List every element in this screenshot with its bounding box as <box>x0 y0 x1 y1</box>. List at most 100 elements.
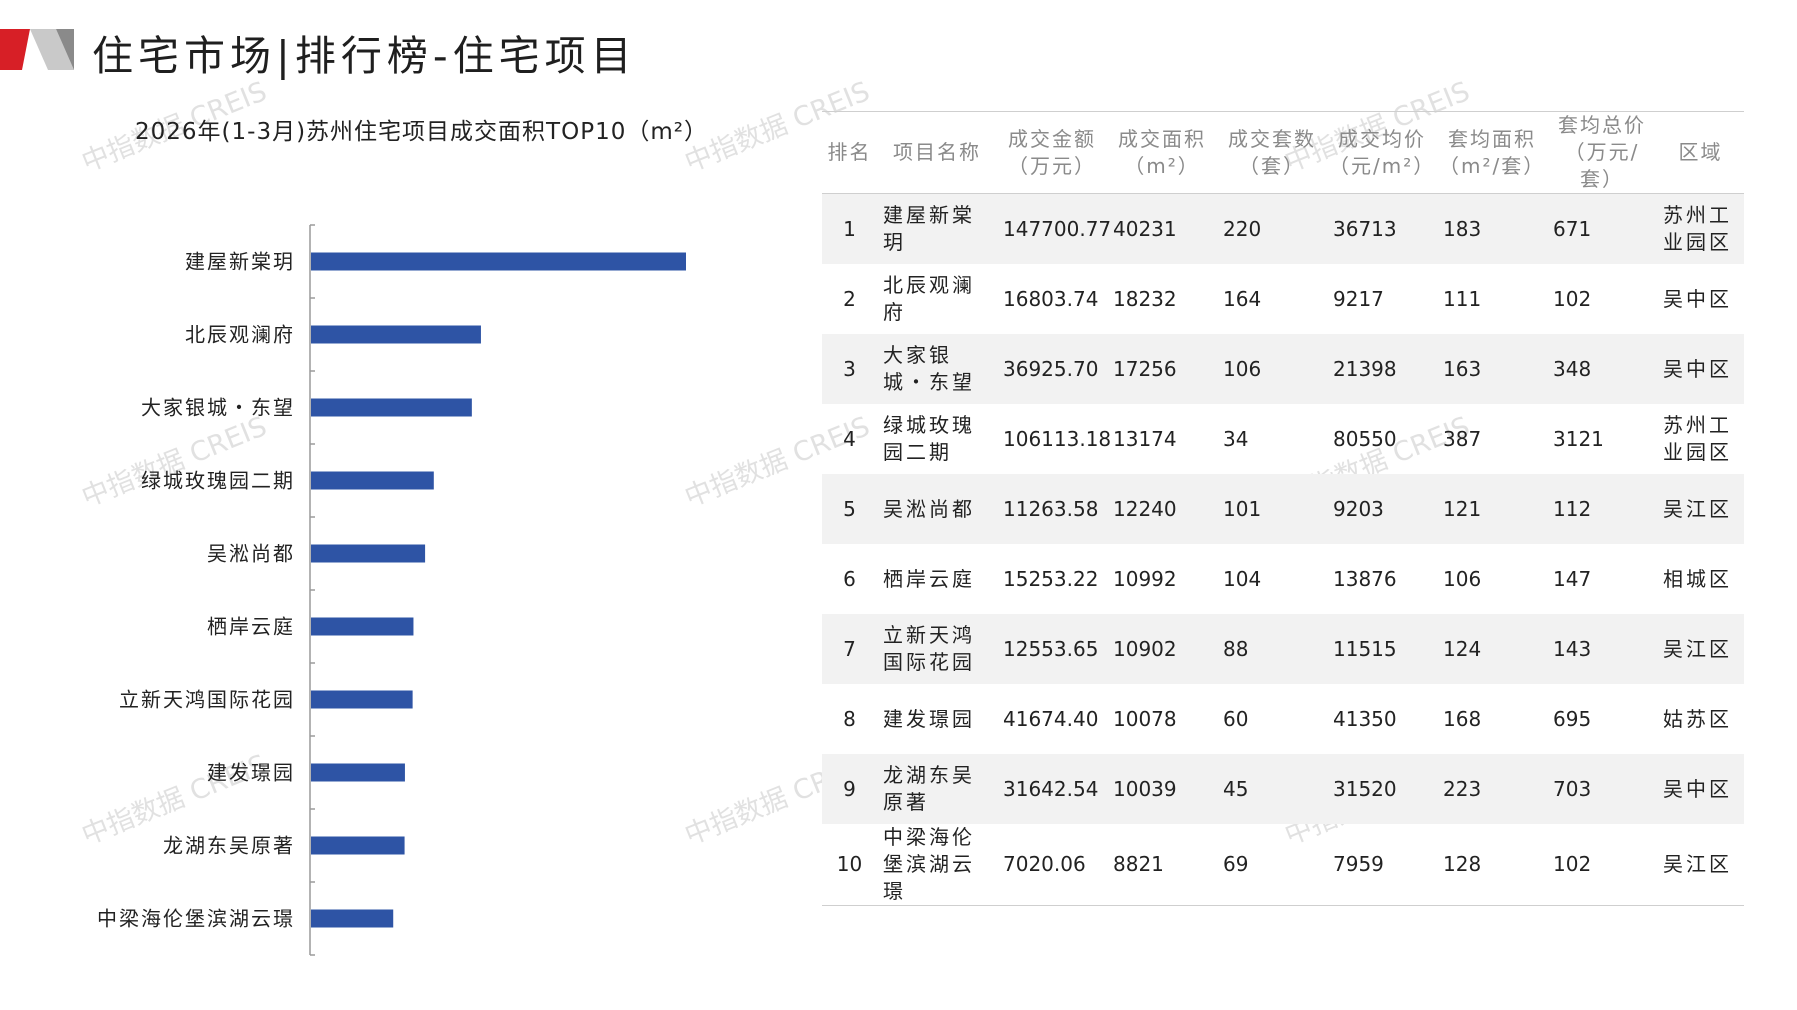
column-header: 成交均价 （元/m²） <box>1327 111 1437 194</box>
table-cell: 102 <box>1547 824 1657 906</box>
table-cell: 220 <box>1217 193 1327 264</box>
table-row: 2 北辰观澜府 16803.74 18232 164 9217 111 102 吴中区 <box>822 264 1744 334</box>
column-header-line: （m²/套） <box>1439 153 1546 178</box>
table-cell: 栖岸云庭 <box>883 566 975 591</box>
table-row: 5 吴淞尚都 11263.58 12240 101 9203 121 112 吴江区 <box>822 474 1744 544</box>
table-cell: 11515 <box>1327 614 1437 684</box>
table-cell: 9203 <box>1327 474 1437 544</box>
column-header-line: 成交均价 <box>1338 126 1426 151</box>
category-label: 绿城玫瑰园二期 <box>141 469 295 493</box>
bar <box>311 617 414 636</box>
table-cell: 7959 <box>1327 824 1437 906</box>
table-cell: 1 <box>822 193 877 264</box>
table-cell: 112 <box>1547 474 1657 544</box>
table-cell: 苏州工业园区 <box>1657 193 1744 264</box>
table-cell: 吴江区 <box>1657 824 1744 906</box>
table-cell: 13174 <box>1113 426 1177 451</box>
bar <box>311 398 472 417</box>
table-cell: 106113.18 <box>1003 426 1112 451</box>
category-label: 大家银城・东望 <box>141 396 295 420</box>
table-cell: 45 <box>1217 754 1327 824</box>
column-header: 成交套数 （套） <box>1217 111 1327 194</box>
table-cell: 中梁海伦堡滨湖云璟 <box>877 824 997 906</box>
table-cell: 8821 <box>1107 824 1217 906</box>
table-cell: 21398 <box>1327 334 1437 404</box>
table-cell: 13876 <box>1333 566 1397 591</box>
chart-title: 2026年(1-3月)苏州住宅项目成交面积TOP10（m²） <box>135 119 708 145</box>
table-cell: 7020.06 <box>997 824 1107 906</box>
table-cell: 吴淞尚都 <box>877 474 997 544</box>
table-cell: 34 <box>1223 426 1249 451</box>
table-cell: 695 <box>1553 706 1592 731</box>
table-cell: 101 <box>1217 474 1327 544</box>
category-label: 立新天鸿国际花园 <box>119 688 295 712</box>
table-row: 10 中梁海伦堡滨湖云璟 7020.06 8821 69 7959 128 102 吴江区 <box>822 824 1744 906</box>
category-label: 栖岸云庭 <box>207 615 295 639</box>
table-cell: 8 <box>843 706 856 731</box>
table-cell: 10992 <box>1113 566 1177 591</box>
table-cell: 绿城玫瑰园二期 <box>883 413 975 464</box>
table-row: 8 建发璟园 41674.40 10078 60 41350 168 695 姑苏区 <box>822 684 1744 754</box>
table-cell: 相城区 <box>1663 566 1732 591</box>
column-header-line: 套均总价 <box>1558 113 1646 137</box>
table-cell: 4 <box>843 426 856 451</box>
table-cell: 建发璟园 <box>883 706 975 731</box>
table-cell: 31520 <box>1327 754 1437 824</box>
table-cell: 10039 <box>1107 754 1217 824</box>
table-cell: 36713 <box>1327 193 1437 264</box>
table-row: 7 立新天鸿国际花园 12553.65 10902 88 11515 124 143 吴江区 <box>822 614 1744 684</box>
column-header-line: 套均面积 <box>1448 126 1536 151</box>
table-cell: 41350 <box>1333 706 1397 731</box>
column-header-line: 成交套数 <box>1228 126 1316 151</box>
table-cell: 10902 <box>1107 614 1217 684</box>
bar <box>311 252 686 271</box>
bar <box>311 690 413 709</box>
category-label: 建发璟园 <box>207 761 295 785</box>
table-cell: 223 <box>1437 754 1547 824</box>
table-cell: 苏州工业园区 <box>1663 413 1732 464</box>
table-cell: 16803.74 <box>1003 286 1099 311</box>
column-header: 套均总价 （万元/套） <box>1547 111 1657 194</box>
table-cell: 10 <box>822 824 877 906</box>
table-header-row: 排名 项目名称 成交金额 （万元） 成交面积 （m²） 成交套数 （套） 成交均价 （元/m²）套… <box>822 111 1744 194</box>
column-header-line: 成交金额 <box>1008 126 1096 151</box>
table-cell: 31642.54 <box>997 754 1107 824</box>
column-header: 成交面积 （m²） <box>1107 111 1217 194</box>
ranking-table: 排名 项目名称 成交金额 （万元） 成交面积 （m²） 成交套数 （套） 成交均价 （元/m²）套… <box>822 111 1744 906</box>
column-header-line: 项目名称 <box>893 140 981 164</box>
table-cell: 18232 <box>1113 286 1177 311</box>
table-row: 4 绿城玫瑰园二期 106113.18 13174 34 80550 387 3121 苏州工业… <box>822 404 1744 474</box>
table-cell: 88 <box>1217 614 1327 684</box>
table-cell: 17256 <box>1107 334 1217 404</box>
table-cell: 147700.77 <box>997 193 1111 264</box>
bar <box>311 471 434 490</box>
table-cell: 168 <box>1443 706 1482 731</box>
category-label: 中梁海伦堡滨湖云璟 <box>97 907 295 931</box>
table-cell: 128 <box>1437 824 1547 906</box>
page-title: 住宅市场|排行榜-住宅项目 <box>92 32 637 80</box>
bar <box>311 909 394 928</box>
table-cell: 102 <box>1553 286 1592 311</box>
table-cell: 3121 <box>1553 426 1604 451</box>
category-label: 建屋新棠玥 <box>185 250 295 274</box>
table-body: 1 建屋新棠玥 147700.77 40231 220 36713 183 671 苏州工业园区… <box>822 193 1744 906</box>
column-header-line: （万元/套） <box>1564 140 1640 191</box>
table-cell: 671 <box>1547 193 1657 264</box>
table-cell: 3 <box>822 334 877 404</box>
table-cell: 2 <box>843 286 856 311</box>
table-cell: 吴中区 <box>1657 334 1744 404</box>
column-header: 区域 <box>1657 111 1744 194</box>
table-cell: 7 <box>822 614 877 684</box>
brand-logo-mark <box>0 29 74 70</box>
bar <box>311 544 426 563</box>
table-cell: 104 <box>1223 566 1262 591</box>
table-cell: 15253.22 <box>1003 566 1099 591</box>
table-cell: 80550 <box>1333 426 1397 451</box>
table-cell: 69 <box>1217 824 1327 906</box>
category-label: 吴淞尚都 <box>207 542 295 566</box>
bar <box>311 836 405 855</box>
column-header-line: （元/m²） <box>1329 153 1436 178</box>
table-cell: 吴中区 <box>1663 286 1732 311</box>
table-cell: 5 <box>822 474 877 544</box>
table-cell: 163 <box>1437 334 1547 404</box>
